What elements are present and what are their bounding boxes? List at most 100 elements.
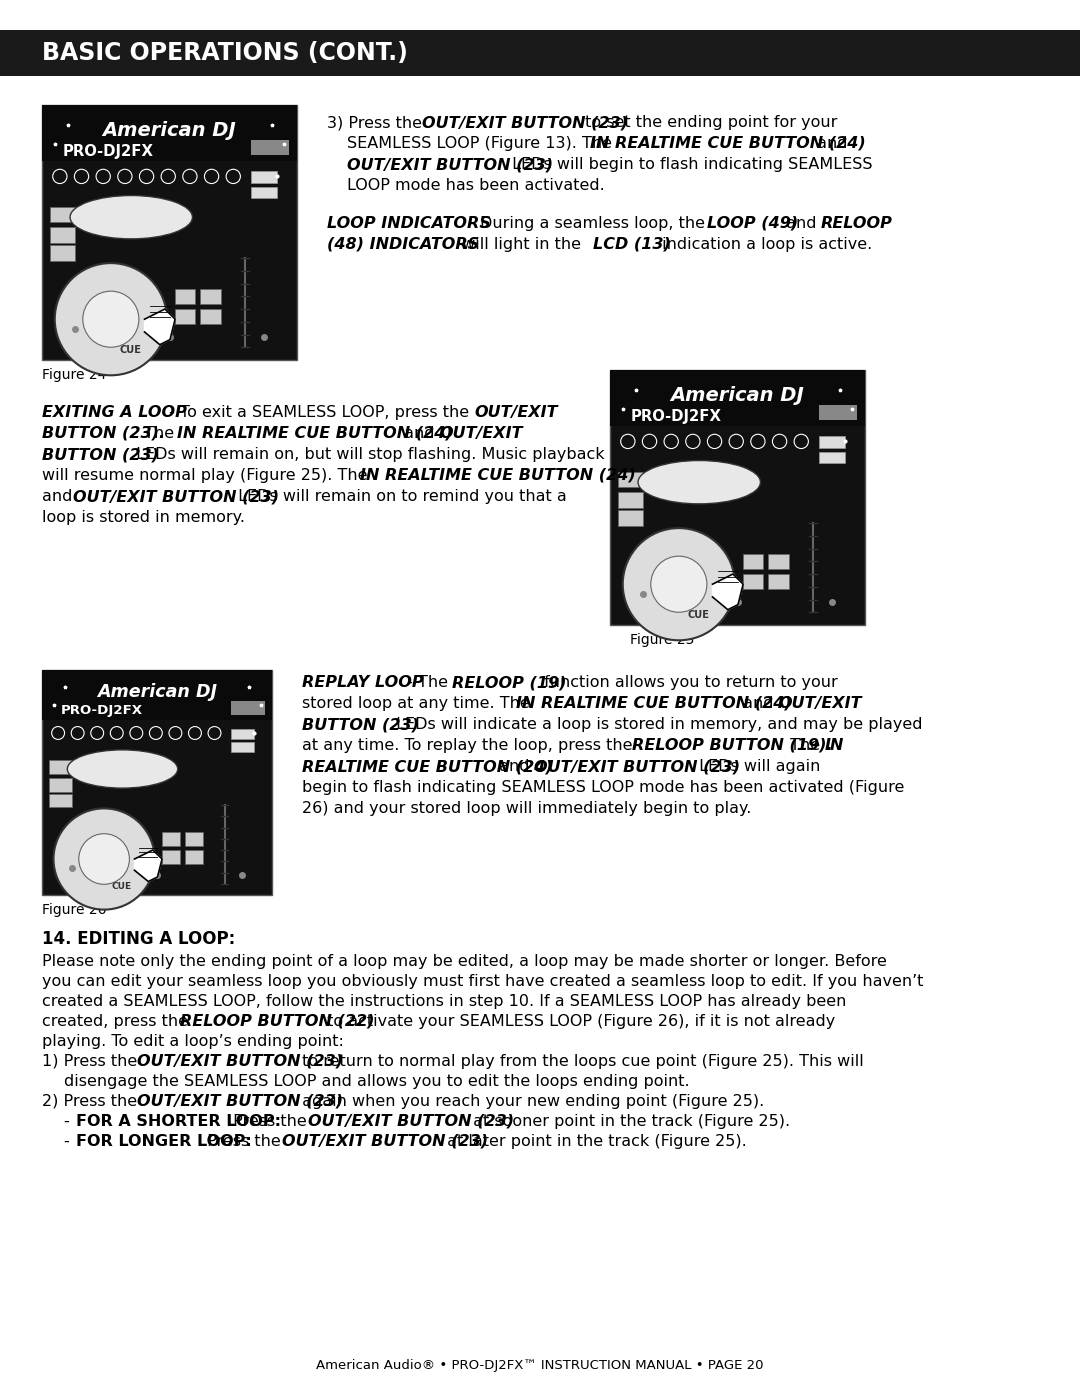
Text: SEAMLESS LOOP (Figure 13). The: SEAMLESS LOOP (Figure 13). The: [347, 136, 617, 151]
Text: FOR A SHORTER LOOP:: FOR A SHORTER LOOP:: [76, 1113, 281, 1129]
Text: -: -: [64, 1113, 75, 1129]
Text: and: and: [781, 215, 822, 231]
Text: The: The: [785, 738, 825, 753]
Text: BUTTON (23): BUTTON (23): [42, 447, 159, 462]
Bar: [49, 793, 72, 807]
Bar: [768, 574, 788, 590]
Text: at sooner point in the track (Figure 25).: at sooner point in the track (Figure 25)…: [468, 1113, 791, 1129]
Text: OUT/EXIT BUTTON (23): OUT/EXIT BUTTON (23): [347, 156, 553, 172]
Text: BUTTON (23): BUTTON (23): [302, 717, 419, 732]
Text: OUT/EXIT BUTTON (23): OUT/EXIT BUTTON (23): [137, 1094, 343, 1109]
Circle shape: [83, 291, 139, 348]
Text: and: and: [494, 759, 535, 774]
Bar: [42, 105, 297, 360]
Bar: [49, 778, 72, 792]
Bar: [175, 289, 195, 305]
Bar: [231, 701, 265, 714]
Bar: [0, 29, 1080, 75]
Circle shape: [651, 556, 707, 612]
Text: OUT/EXIT BUTTON (23): OUT/EXIT BUTTON (23): [308, 1113, 514, 1129]
Text: created, press the: created, press the: [42, 1014, 193, 1030]
Bar: [743, 553, 762, 569]
Text: to activate your SEAMLESS LOOP (Figure 26), if it is not already: to activate your SEAMLESS LOOP (Figure 2…: [322, 1014, 835, 1030]
Bar: [819, 451, 845, 462]
Circle shape: [79, 834, 130, 884]
Text: OUT/EXIT: OUT/EXIT: [474, 405, 557, 420]
Text: American DJ: American DJ: [103, 120, 237, 140]
Polygon shape: [145, 309, 175, 345]
Text: American Audio® • PRO-DJ2FX™ INSTRUCTION MANUAL • PAGE 20: American Audio® • PRO-DJ2FX™ INSTRUCTION…: [316, 1359, 764, 1372]
Bar: [200, 309, 220, 324]
Text: begin to flash indicating SEAMLESS LOOP mode has been activated (Figure: begin to flash indicating SEAMLESS LOOP …: [302, 780, 904, 795]
Text: 1) Press the: 1) Press the: [42, 1053, 143, 1069]
Text: to set the ending point for your: to set the ending point for your: [580, 115, 837, 130]
Circle shape: [54, 809, 154, 909]
Bar: [42, 671, 272, 895]
Text: Figure 24: Figure 24: [42, 367, 106, 381]
Bar: [162, 849, 180, 863]
Text: - During a seamless loop, the: - During a seamless loop, the: [464, 215, 711, 231]
Bar: [251, 187, 276, 198]
Text: OUT/EXIT BUTTON (23): OUT/EXIT BUTTON (23): [73, 489, 279, 504]
Text: LOOP (49): LOOP (49): [707, 215, 798, 231]
Text: -: -: [64, 1134, 75, 1148]
Bar: [162, 833, 180, 845]
Bar: [200, 289, 220, 305]
Polygon shape: [713, 574, 743, 609]
Text: - To exit a SEAMLESS LOOP, press the: - To exit a SEAMLESS LOOP, press the: [164, 405, 474, 420]
Text: to return to normal play from the loops cue point (Figure 25). This will: to return to normal play from the loops …: [297, 1053, 864, 1069]
Bar: [50, 207, 76, 222]
Text: American DJ: American DJ: [671, 386, 805, 405]
Bar: [819, 405, 858, 420]
Text: IN REALTIME CUE BUTTON (24): IN REALTIME CUE BUTTON (24): [590, 136, 866, 151]
Bar: [819, 436, 845, 448]
Bar: [618, 492, 644, 507]
Text: FOR LONGER LOOP:: FOR LONGER LOOP:: [76, 1134, 252, 1148]
Text: and: and: [399, 426, 440, 441]
Text: 14. EDITING A LOOP:: 14. EDITING A LOOP:: [42, 930, 235, 949]
Text: LEDs will again: LEDs will again: [694, 759, 821, 774]
Text: LEDs will indicate a loop is stored in memory, and may be played: LEDs will indicate a loop is stored in m…: [391, 717, 922, 732]
Text: 26) and your stored loop will immediately begin to play.: 26) and your stored loop will immediatel…: [302, 800, 752, 816]
Text: - The: - The: [402, 675, 454, 690]
Polygon shape: [134, 849, 162, 882]
Bar: [743, 574, 762, 590]
Text: playing. To edit a loop’s ending point:: playing. To edit a loop’s ending point:: [42, 1034, 343, 1049]
Ellipse shape: [67, 750, 178, 788]
Text: LCD (13): LCD (13): [593, 237, 671, 251]
Text: IN REALTIME CUE BUTTON (24): IN REALTIME CUE BUTTON (24): [516, 696, 792, 711]
Bar: [251, 140, 289, 155]
Text: OUT/EXIT BUTTON (23): OUT/EXIT BUTTON (23): [422, 115, 629, 130]
Text: loop is stored in memory.: loop is stored in memory.: [42, 510, 245, 525]
Text: IN REALTIME CUE BUTTON (24): IN REALTIME CUE BUTTON (24): [177, 426, 453, 441]
Text: and: and: [42, 489, 78, 504]
Bar: [231, 742, 254, 752]
Text: CUE: CUE: [111, 883, 132, 891]
Text: CUE: CUE: [120, 345, 141, 355]
Bar: [768, 553, 788, 569]
Text: OUT/EXIT BUTTON (23): OUT/EXIT BUTTON (23): [137, 1053, 343, 1069]
Text: OUT/EXIT: OUT/EXIT: [778, 696, 862, 711]
Text: REALTIME CUE BUTTON (24): REALTIME CUE BUTTON (24): [302, 759, 553, 774]
Bar: [610, 370, 865, 624]
Text: created a SEAMLESS LOOP, follow the instructions in step 10. If a SEAMLESS LOOP : created a SEAMLESS LOOP, follow the inst…: [42, 995, 847, 1009]
Text: at later point in the track (Figure 25).: at later point in the track (Figure 25).: [442, 1134, 746, 1148]
Text: 2) Press the: 2) Press the: [42, 1094, 143, 1109]
Text: and: and: [738, 696, 779, 711]
Text: American DJ: American DJ: [97, 683, 217, 701]
Text: function allows you to return to your: function allows you to return to your: [539, 675, 838, 690]
Bar: [49, 760, 72, 774]
Text: PRO-DJ2FX: PRO-DJ2FX: [63, 144, 153, 158]
Text: RELOOP BUTTON (19).: RELOOP BUTTON (19).: [632, 738, 833, 753]
Text: Figure 26: Figure 26: [42, 902, 107, 916]
Text: RELOOP BUTTON (22): RELOOP BUTTON (22): [180, 1014, 375, 1030]
Text: CUE: CUE: [688, 610, 710, 620]
Bar: [231, 728, 254, 739]
Text: OUT/EXIT: OUT/EXIT: [438, 426, 523, 441]
Text: PRO-DJ2FX: PRO-DJ2FX: [60, 704, 143, 717]
Text: you can edit your seamless loop you obviously must first have created a seamless: you can edit your seamless loop you obvi…: [42, 974, 923, 989]
Text: PRO-DJ2FX: PRO-DJ2FX: [631, 408, 721, 423]
Text: again when you reach your new ending point (Figure 25).: again when you reach your new ending poi…: [297, 1094, 765, 1109]
Bar: [185, 849, 203, 863]
Ellipse shape: [638, 461, 760, 504]
